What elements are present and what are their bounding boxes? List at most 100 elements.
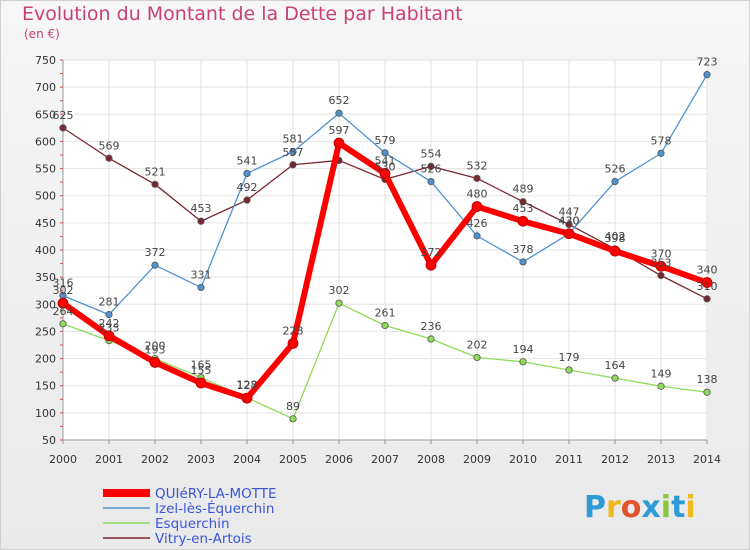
data-point [379, 168, 391, 179]
data-point [333, 137, 345, 149]
data-label: 200 [145, 340, 166, 353]
legend-label: Esquerchin [155, 516, 230, 532]
data-label: 155 [191, 364, 212, 377]
data-label: 480 [467, 188, 488, 201]
data-point [57, 297, 69, 309]
x-tick-label: 2001 [95, 453, 123, 466]
data-label: 194 [513, 343, 534, 356]
data-label: 138 [697, 373, 718, 386]
data-label: 264 [53, 305, 74, 318]
data-point [105, 154, 113, 162]
data-point [289, 415, 297, 423]
data-label: 521 [145, 165, 166, 178]
data-point [105, 310, 113, 319]
data-label: 353 [651, 257, 672, 270]
x-tick-label: 2014 [693, 453, 721, 466]
data-point [289, 148, 297, 156]
data-point [59, 320, 67, 328]
y-tick-label: 600 [35, 135, 56, 148]
data-label: 127 [237, 379, 258, 392]
data-label: 402 [605, 230, 626, 243]
chart-unit-label: (en €) [24, 27, 60, 41]
data-point [151, 180, 159, 188]
data-label: 128 [237, 379, 258, 392]
data-point [197, 283, 205, 292]
data-label: 372 [421, 246, 442, 259]
data-point [655, 260, 667, 272]
data-label: 261 [375, 306, 396, 319]
data-label: 430 [559, 215, 580, 228]
y-tick-label: 200 [35, 353, 56, 366]
data-point [243, 169, 251, 178]
data-label: 398 [605, 232, 626, 245]
data-point [563, 228, 575, 240]
data-label: 233 [99, 322, 120, 335]
data-label: 165 [191, 359, 212, 372]
data-point [611, 178, 619, 186]
data-label: 89 [286, 400, 300, 413]
y-tick-label: 650 [35, 108, 56, 121]
data-label: 228 [283, 324, 304, 337]
x-tick-label: 2004 [233, 453, 261, 466]
chart-title: Evolution du Montant de la Dette par Hab… [22, 3, 463, 25]
data-point [519, 198, 527, 206]
data-point [195, 377, 207, 389]
data-label: 193 [145, 343, 166, 356]
data-label: 447 [559, 205, 580, 218]
data-point [381, 321, 389, 330]
data-point [657, 149, 665, 157]
data-label: 541 [375, 154, 396, 167]
data-label: 202 [467, 338, 488, 351]
y-tick-label: 250 [35, 325, 56, 338]
y-tick-label: 450 [35, 217, 56, 230]
data-label: 554 [421, 147, 442, 160]
legend-label: QUIéRY-LA-MOTTE [155, 486, 277, 502]
y-tick-label: 300 [35, 298, 56, 311]
legend-label: Izel-lès-Équerchin [155, 500, 274, 517]
data-point [335, 109, 343, 117]
data-label: 625 [53, 109, 74, 122]
data-label: 281 [99, 296, 120, 309]
data-point [427, 162, 435, 170]
y-tick-label: 50 [42, 434, 56, 447]
y-tick-label: 400 [35, 244, 56, 257]
logo-letter: P [584, 490, 606, 525]
data-point [473, 232, 481, 240]
data-label: 310 [697, 280, 718, 293]
data-point [381, 149, 389, 157]
data-point [473, 353, 481, 362]
y-tick-label: 550 [35, 163, 56, 176]
data-point [565, 220, 573, 229]
data-label: 557 [283, 146, 304, 159]
data-label: 652 [329, 94, 350, 107]
data-label: 378 [513, 243, 534, 256]
data-label: 331 [191, 268, 212, 281]
proxiti-logo: Proxiti [584, 490, 696, 525]
y-tick-label: 350 [35, 271, 56, 284]
y-tick-label: 750 [35, 54, 56, 67]
x-tick-label: 2007 [371, 453, 399, 466]
data-label: 530 [375, 160, 396, 173]
logo-letter: i [685, 490, 695, 525]
x-tick-label: 2008 [417, 453, 445, 466]
y-tick-label: 500 [35, 190, 56, 203]
data-point [241, 392, 253, 404]
x-tick-label: 2011 [555, 453, 583, 466]
data-point [519, 358, 527, 366]
data-point [657, 271, 665, 280]
data-label: 179 [559, 351, 580, 364]
data-point [703, 388, 711, 396]
data-label: 370 [651, 247, 672, 260]
data-point [287, 337, 299, 349]
data-label: 526 [605, 163, 626, 176]
data-label: 242 [99, 317, 120, 330]
data-label: 532 [467, 159, 488, 172]
x-tick-label: 2002 [141, 453, 169, 466]
data-point [425, 259, 437, 271]
data-label: 236 [421, 320, 442, 333]
data-label: 489 [513, 183, 534, 196]
x-tick-label: 2013 [647, 453, 675, 466]
data-point [289, 161, 297, 169]
data-point [519, 258, 527, 266]
data-label: 569 [99, 139, 120, 152]
